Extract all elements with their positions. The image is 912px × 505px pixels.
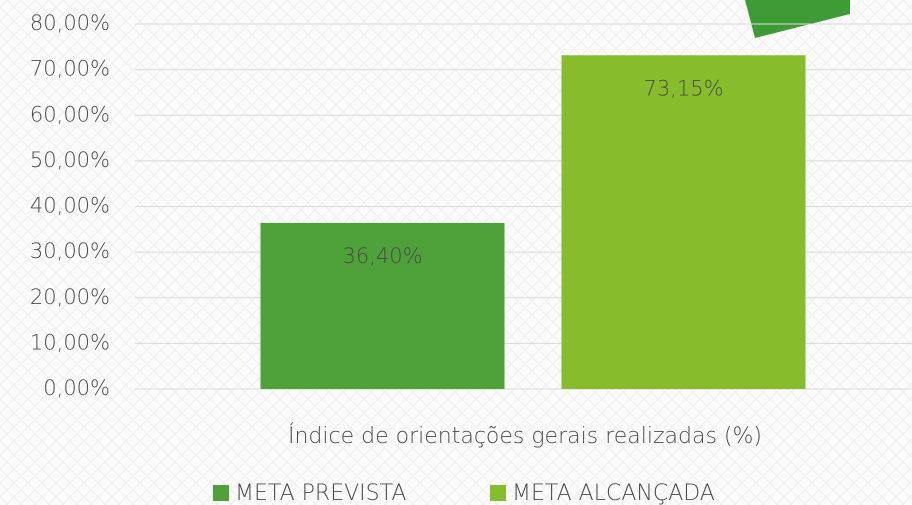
bar xyxy=(260,222,505,389)
y-tick-label: 30,00% xyxy=(30,239,110,263)
y-tick-label: 20,00% xyxy=(30,285,110,309)
bar xyxy=(561,55,806,390)
y-tick-label: 50,00% xyxy=(30,148,110,172)
legend-swatch xyxy=(490,485,506,501)
y-tick-label: 80,00% xyxy=(30,11,110,35)
y-tick-label: 40,00% xyxy=(30,194,110,218)
value-label: 36,40% xyxy=(342,244,422,268)
legend-swatch xyxy=(213,485,229,501)
legend-label: META PREVISTA xyxy=(235,481,406,505)
y-tick-label: 0,00% xyxy=(43,376,110,400)
value-label: 73,15% xyxy=(643,76,723,100)
y-tick-label: 60,00% xyxy=(30,102,110,126)
y-tick-label: 70,00% xyxy=(30,57,110,81)
legend-label: META ALCANÇADA xyxy=(512,481,715,505)
corner-ribbon xyxy=(745,0,850,38)
x-tick-label: Índice de orientações gerais realizadas … xyxy=(288,423,762,449)
y-tick-label: 10,00% xyxy=(30,330,110,354)
